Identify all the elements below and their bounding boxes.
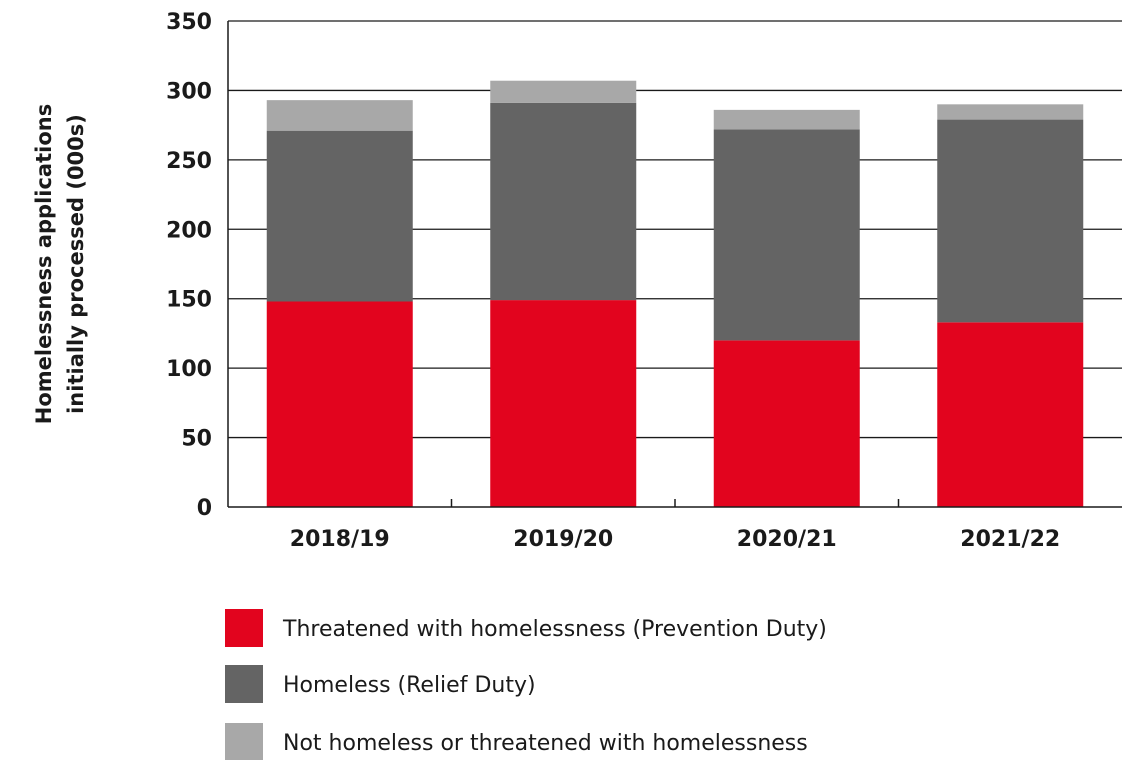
bar-2021-22-series-1 bbox=[937, 322, 1084, 507]
y-tick-label: 200 bbox=[166, 218, 212, 243]
y-axis-label: Homelessness applications initially proce… bbox=[32, 104, 88, 424]
legend: Threatened with homelessness (Prevention… bbox=[225, 609, 827, 760]
y-axis-label-line: initially processed (000s) bbox=[64, 114, 88, 414]
legend-swatch-series-2 bbox=[225, 665, 263, 703]
bar-2019-20-series-1 bbox=[490, 300, 637, 507]
x-tick-label: 2019/20 bbox=[513, 527, 613, 552]
legend-swatch-series-3 bbox=[225, 723, 263, 760]
bar-2021-22-series-3 bbox=[937, 104, 1084, 120]
bar-2019-20-series-3 bbox=[490, 80, 637, 103]
legend-label-series-2: Homeless (Relief Duty) bbox=[283, 673, 536, 698]
y-tick-label: 300 bbox=[166, 79, 212, 104]
x-tick-label: 2020/21 bbox=[737, 527, 837, 552]
axes bbox=[227, 21, 1122, 508]
bar-2020-21-series-1 bbox=[713, 340, 860, 507]
bars bbox=[266, 80, 1084, 507]
bar-2020-21-series-3 bbox=[713, 109, 860, 130]
legend-swatch-series-1 bbox=[225, 609, 263, 647]
bar-2018-19-series-3 bbox=[266, 100, 413, 131]
bar-2018-19-series-1 bbox=[266, 301, 413, 507]
bar-2018-19-series-2 bbox=[266, 130, 413, 302]
y-tick-label: 350 bbox=[166, 10, 212, 35]
bar-2021-22-series-2 bbox=[937, 119, 1084, 323]
y-tick-label: 50 bbox=[181, 427, 212, 452]
bar-2020-21-series-2 bbox=[713, 129, 860, 341]
y-axis-label-line: Homelessness applications bbox=[32, 104, 56, 424]
x-tick-label: 2018/19 bbox=[290, 527, 390, 552]
y-tick-labels: 0 50 100 150 200 250 300 350 bbox=[166, 10, 212, 521]
legend-label-series-3: Not homeless or threatened with homeless… bbox=[283, 731, 808, 756]
y-tick-label: 0 bbox=[197, 496, 212, 521]
bar-2019-20-series-2 bbox=[490, 102, 637, 301]
y-tick-label: 150 bbox=[166, 288, 212, 313]
x-tick-label: 2021/22 bbox=[960, 527, 1060, 552]
y-tick-label: 100 bbox=[166, 357, 212, 382]
x-tick-labels: 2018/19 2019/20 2020/21 2021/22 bbox=[290, 527, 1060, 552]
legend-label-series-1: Threatened with homelessness (Prevention… bbox=[282, 617, 827, 642]
y-tick-label: 250 bbox=[166, 149, 212, 174]
